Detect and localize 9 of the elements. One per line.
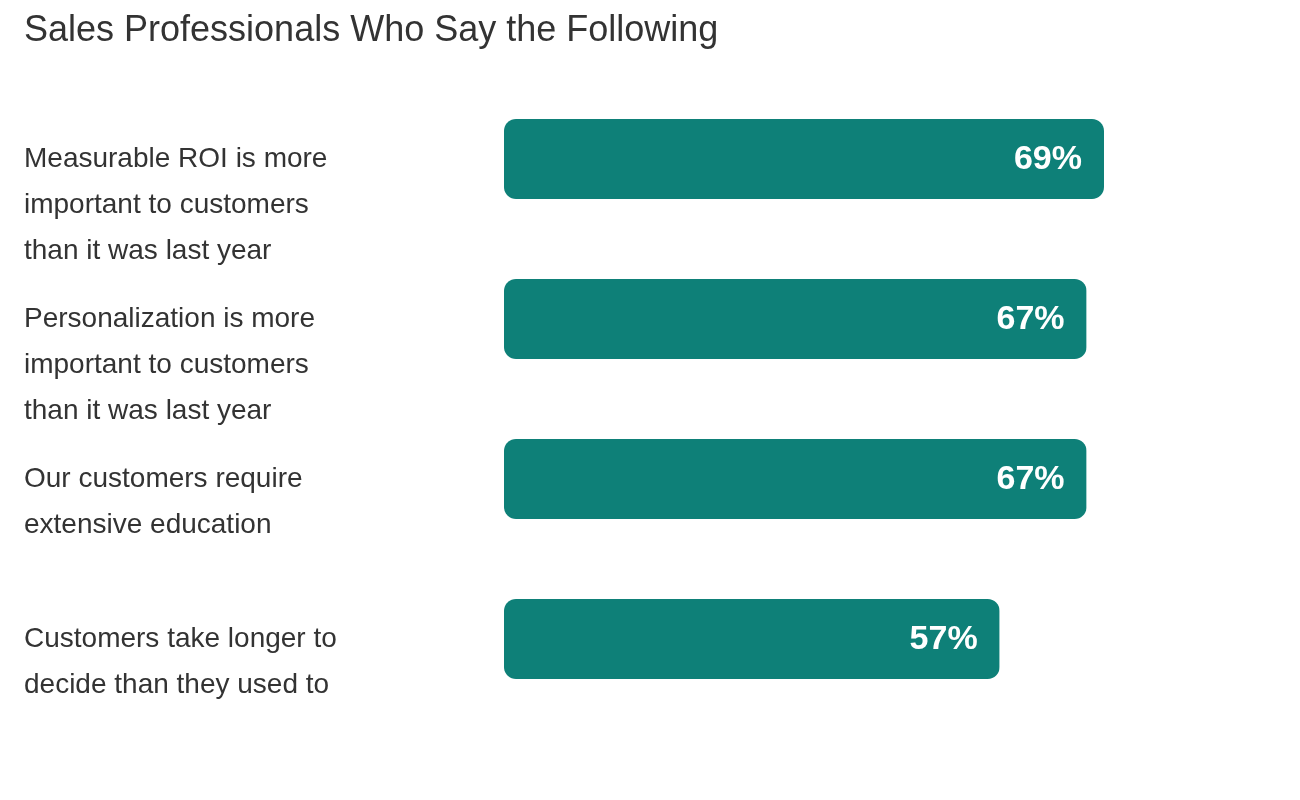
data-label: 67% xyxy=(996,298,1065,336)
chart-title: Sales Professionals Who Say the Following xyxy=(24,8,719,49)
data-label: 57% xyxy=(909,618,978,656)
y-tick-label: Our customers require extensive education xyxy=(24,462,303,539)
data-label: 69% xyxy=(1013,138,1082,176)
y-tick-label: Personalization is more important to customers than it was last year xyxy=(24,302,316,425)
data-label: 67% xyxy=(996,458,1065,496)
y-tick-label: Customers take longer to decide than they used to xyxy=(24,622,337,699)
y-tick-label: Measurable ROI is more important to customers than it was last year xyxy=(24,142,328,265)
